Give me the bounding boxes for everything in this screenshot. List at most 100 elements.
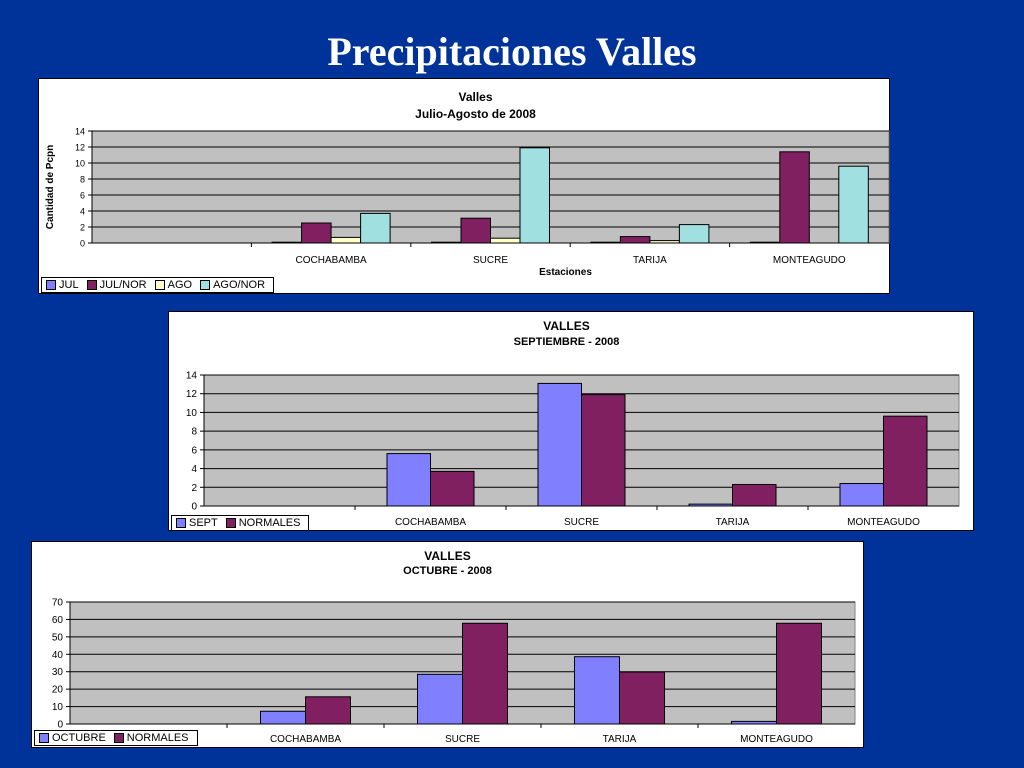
legend-item: JUL/NOR bbox=[85, 279, 147, 291]
x-tick-label: TARIJA bbox=[716, 517, 750, 528]
chart-julio-agosto-svg: 0 2 4 6 8 10 12 14 Valles Julio-Agosto de 2008 Can… bbox=[45, 90, 890, 278]
bar bbox=[460, 217, 491, 244]
bar bbox=[688, 503, 733, 507]
legend-item: OCTUBRE bbox=[37, 732, 106, 744]
y-tick-label: 0 bbox=[191, 502, 197, 513]
legend-julio-agosto: JUL JUL/NOR AGO AGO/NOR bbox=[41, 277, 275, 293]
bar bbox=[305, 696, 351, 725]
x-tick-label: SUCRE bbox=[445, 734, 480, 745]
bar bbox=[649, 240, 680, 244]
bar bbox=[360, 212, 391, 244]
legend-item: SEPT bbox=[174, 517, 218, 529]
bar bbox=[883, 415, 928, 507]
y-tick-label: 40 bbox=[52, 650, 64, 661]
legend-item: AGO bbox=[153, 279, 192, 291]
y-tick-label: 6 bbox=[191, 445, 197, 456]
x-tick-label: SUCRE bbox=[564, 517, 599, 528]
chart-octubre: 0 10 20 30 40 50 60 70 VALLES OCTUBRE - 2008 COCHA… bbox=[31, 541, 864, 748]
bar bbox=[417, 673, 463, 725]
legend-swatch bbox=[39, 733, 49, 743]
bar bbox=[779, 151, 810, 244]
y-tick-label: 70 bbox=[52, 598, 64, 609]
chart-octubre-svg: 0 10 20 30 40 50 60 70 VALLES OCTUBRE - 2008 COCHA… bbox=[52, 549, 856, 745]
y-tick-label: 10 bbox=[186, 408, 198, 419]
bar bbox=[590, 241, 621, 244]
legend-item: AGO/NOR bbox=[198, 279, 265, 291]
bar bbox=[749, 241, 781, 244]
legend-label: AGO bbox=[167, 279, 193, 291]
chart-julio-agosto: 0 2 4 6 8 10 12 14 Valles Julio-Agosto de 2008 Can… bbox=[38, 78, 890, 294]
y-tick-label: 12 bbox=[186, 389, 198, 400]
bar bbox=[490, 237, 521, 244]
x-tick-label: TARIJA bbox=[633, 255, 667, 266]
bar bbox=[581, 394, 626, 507]
bar bbox=[537, 382, 582, 507]
bar bbox=[619, 671, 665, 725]
y-tick-label: 10 bbox=[52, 702, 64, 713]
chart-subtitle: Julio-Agosto de 2008 bbox=[415, 107, 536, 121]
y-tick-label: 0 bbox=[57, 720, 63, 731]
legend-label: NORMALES bbox=[126, 732, 189, 744]
bar bbox=[838, 165, 869, 244]
chart-title: Valles bbox=[458, 90, 492, 104]
bar bbox=[260, 710, 306, 725]
y-tick-label: 14 bbox=[186, 371, 198, 382]
y-tick-label: 0 bbox=[80, 239, 85, 249]
y-tick-label: 50 bbox=[52, 632, 64, 643]
bar bbox=[732, 483, 777, 507]
chart-subtitle: SEPTIEMBRE - 2008 bbox=[514, 336, 620, 348]
chart-title: VALLES bbox=[543, 319, 589, 333]
bar bbox=[301, 222, 332, 244]
x-tick-label: TARIJA bbox=[603, 734, 637, 745]
bar bbox=[776, 622, 822, 725]
bar bbox=[519, 147, 550, 244]
bar bbox=[386, 453, 431, 507]
legend-swatch bbox=[225, 518, 236, 528]
bar bbox=[462, 622, 508, 725]
x-tick-label: SUCRE bbox=[473, 255, 508, 266]
legend-label: NORMALES bbox=[238, 517, 301, 529]
legend-label: JUL bbox=[59, 279, 79, 291]
legend-item: NORMALES bbox=[224, 517, 301, 529]
bar bbox=[330, 236, 362, 244]
bar bbox=[574, 656, 620, 725]
chart-subtitle: OCTUBRE - 2008 bbox=[403, 565, 492, 577]
bar bbox=[430, 470, 475, 507]
y-tick-label: 8 bbox=[80, 175, 85, 185]
legend-label: OCTUBRE bbox=[52, 732, 106, 744]
x-axis-label: Estaciones bbox=[539, 267, 592, 278]
bar bbox=[619, 236, 651, 244]
y-tick-label: 60 bbox=[52, 615, 64, 626]
x-tick-label: MONTEAGUDO bbox=[847, 517, 920, 528]
y-tick-label: 14 bbox=[75, 127, 85, 137]
x-tick-label: COCHABAMBA bbox=[395, 517, 466, 528]
y-tick-label: 2 bbox=[191, 483, 197, 494]
bar bbox=[678, 224, 710, 244]
y-tick-label: 30 bbox=[52, 667, 64, 678]
legend-label: JUL/NOR bbox=[99, 279, 147, 291]
y-axis-label: Cantidad de Pcpn bbox=[45, 145, 56, 229]
y-tick-label: 2 bbox=[80, 223, 85, 233]
legend-item: JUL bbox=[44, 279, 79, 291]
legend-swatch bbox=[86, 280, 97, 290]
legend-label: AGO/NOR bbox=[213, 279, 266, 291]
legend-swatch bbox=[154, 280, 165, 290]
bar bbox=[431, 241, 462, 244]
bar bbox=[839, 483, 884, 507]
bar bbox=[271, 241, 303, 244]
y-tick-label: 12 bbox=[75, 143, 85, 153]
slide-title: Precipitaciones Valles bbox=[327, 29, 697, 74]
x-tick-label: MONTEAGUDO bbox=[773, 255, 846, 266]
chart-septiembre: 0 2 4 6 8 10 12 14 VALLES SEPTIEMBRE - 2008 COCHAB… bbox=[168, 311, 974, 531]
y-tick-label: 6 bbox=[80, 191, 85, 201]
x-tick-label: COCHABAMBA bbox=[270, 734, 341, 745]
y-tick-label: 4 bbox=[80, 207, 85, 217]
legend-label: SEPT bbox=[189, 517, 218, 529]
legend-octubre: OCTUBRE NORMALES bbox=[34, 730, 198, 746]
x-tick-label: MONTEAGUDO bbox=[740, 734, 813, 745]
bar bbox=[731, 720, 777, 725]
legend-swatch bbox=[46, 280, 56, 290]
legend-swatch bbox=[113, 733, 124, 743]
y-tick-label: 20 bbox=[52, 685, 64, 696]
legend-swatch bbox=[200, 280, 211, 290]
